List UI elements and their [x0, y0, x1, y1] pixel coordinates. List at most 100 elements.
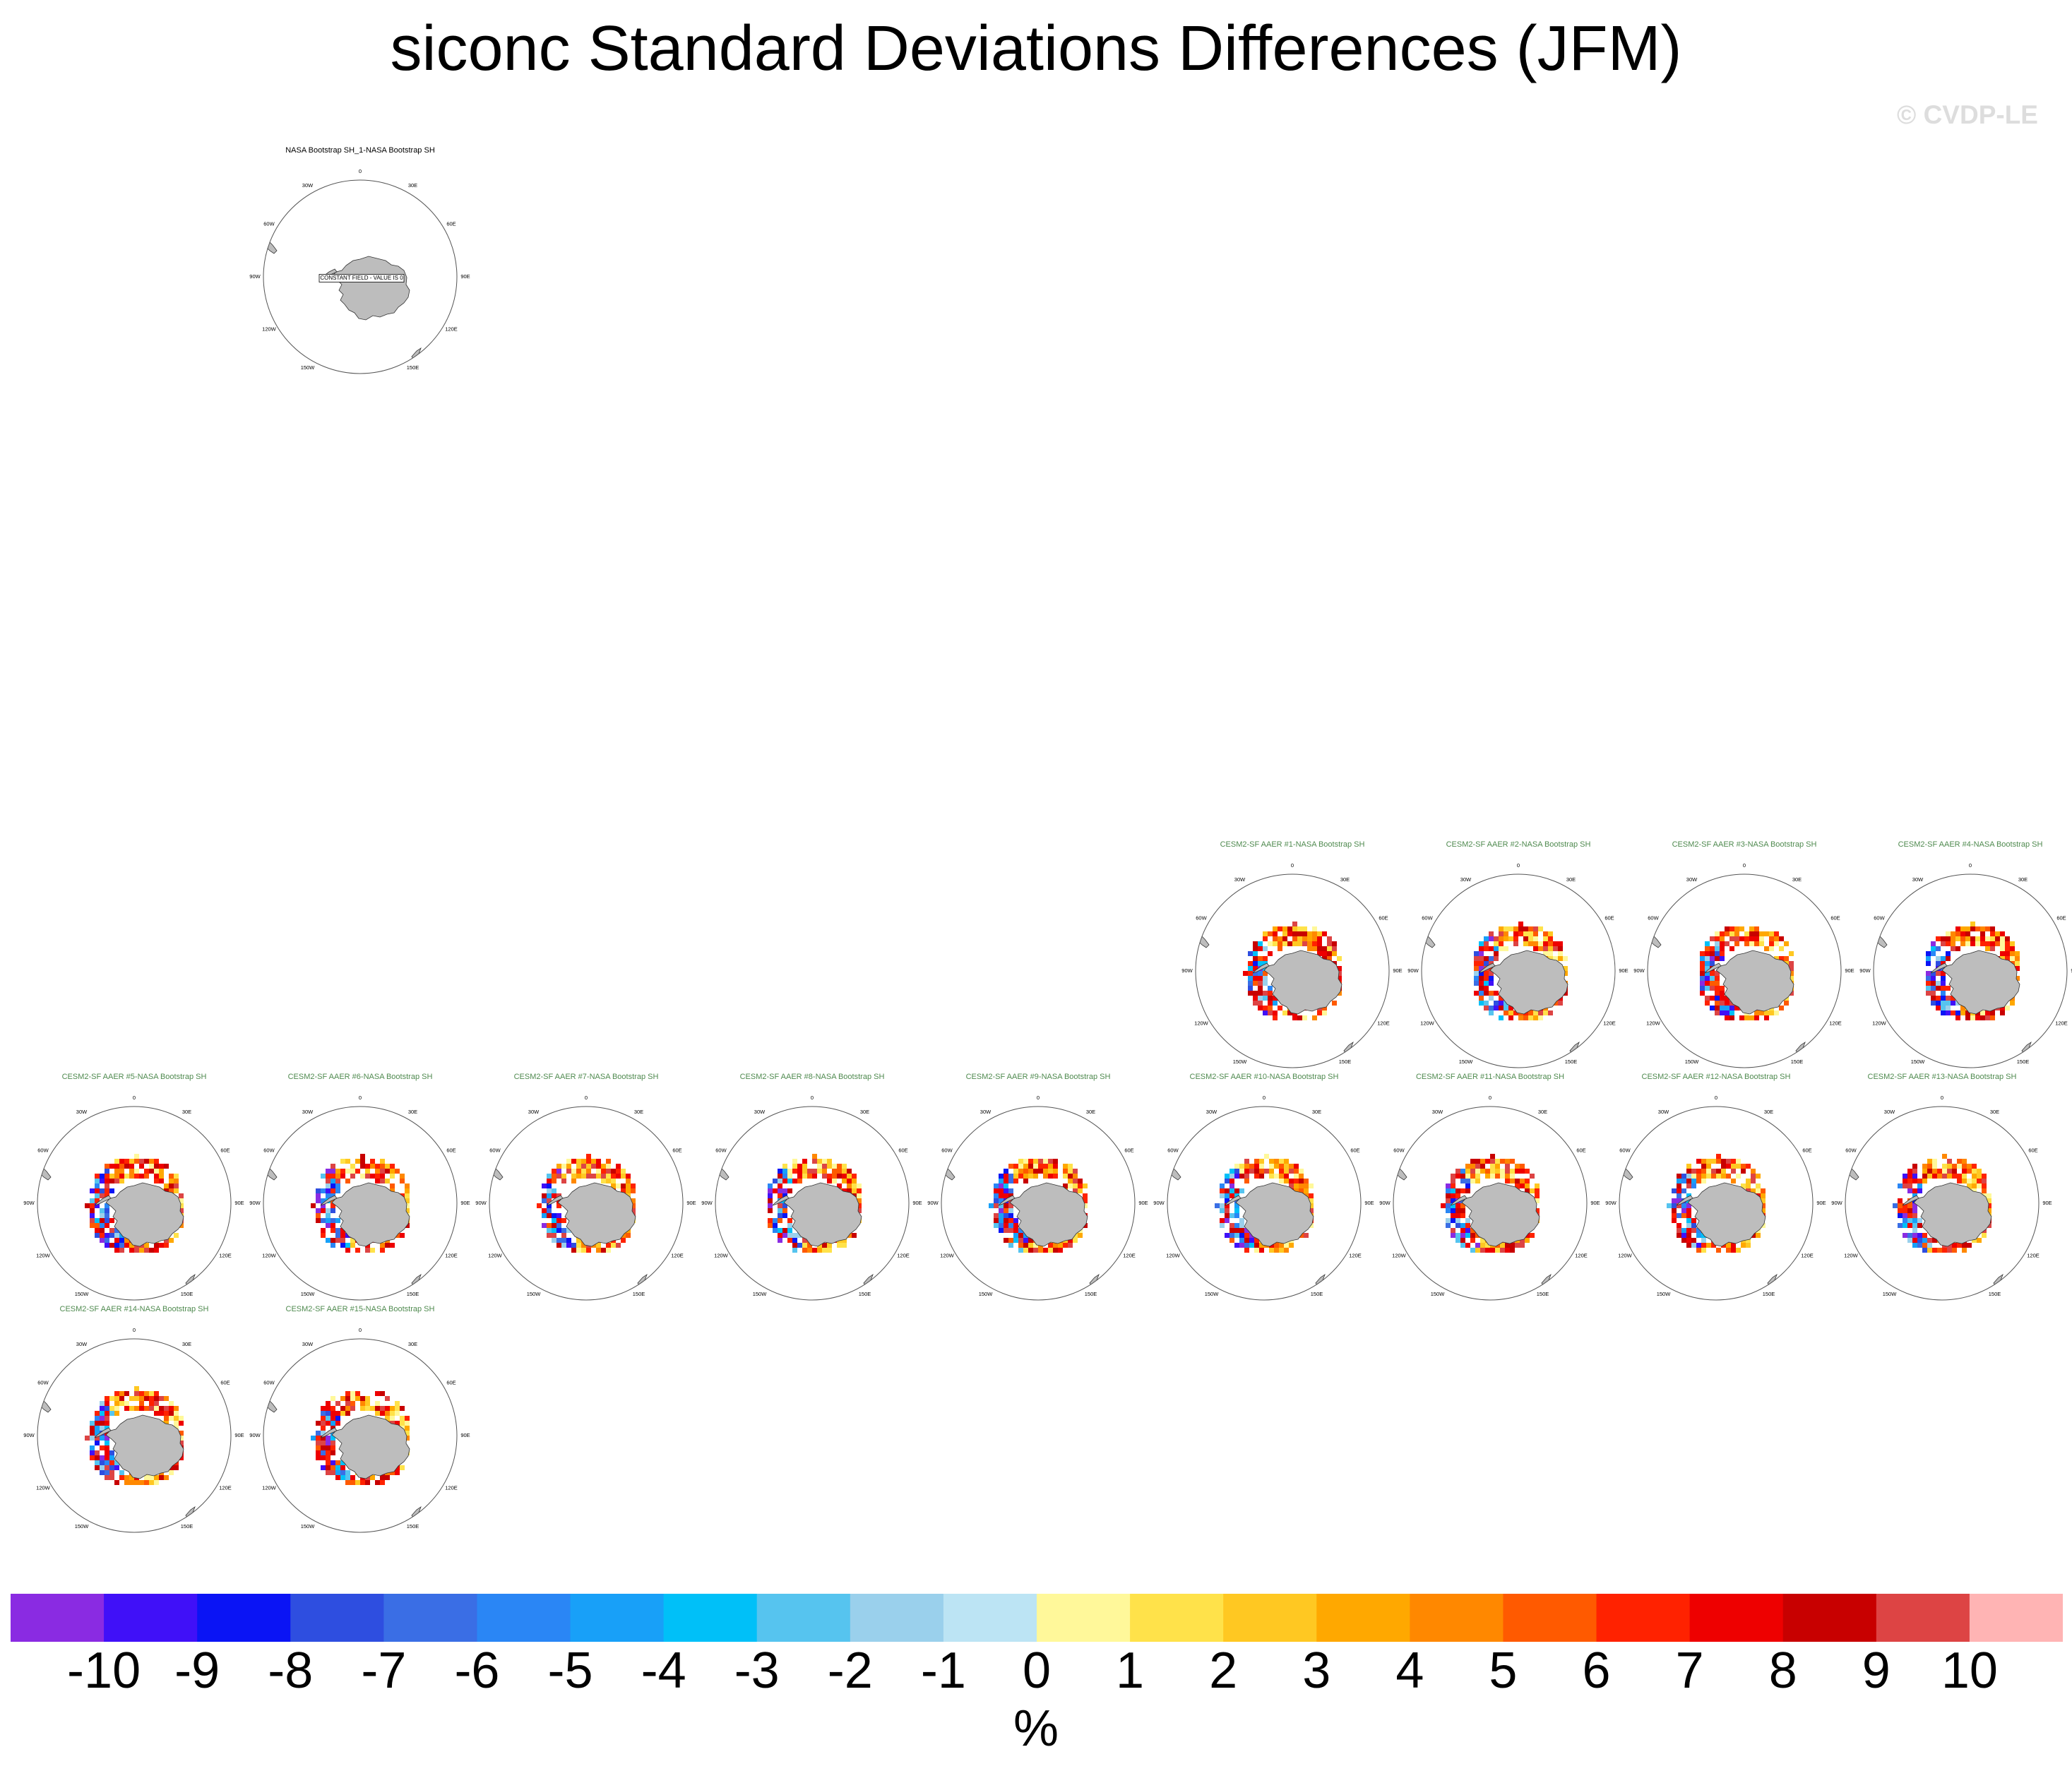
anomaly-cell: [326, 1238, 331, 1243]
longitude-label: 90E: [234, 1432, 244, 1438]
anomaly-cell: [331, 1460, 335, 1465]
anomaly-cell: [95, 1411, 100, 1416]
anomaly-cell: [1264, 1154, 1269, 1159]
anomaly-cell: [1505, 1243, 1510, 1248]
anomaly-cell: [1451, 1193, 1455, 1198]
anomaly-cell: [571, 1169, 576, 1174]
anomaly-cell: [1474, 976, 1479, 981]
anomaly-cell: [1460, 1179, 1465, 1183]
longitude-label: 120E: [219, 1485, 232, 1491]
anomaly-cell: [90, 1203, 95, 1208]
anomaly-cell: [601, 1169, 606, 1174]
anomaly-cell: [174, 1179, 179, 1183]
anomaly-cell: [119, 1470, 124, 1475]
longitude-label: 90E: [1816, 1200, 1826, 1206]
anomaly-cell: [1254, 1174, 1259, 1179]
anomaly-cell: [316, 1198, 321, 1203]
map-border: [1619, 1106, 1814, 1301]
anomaly-cell: [1504, 1006, 1508, 1010]
anomaly-cell: [1317, 1010, 1322, 1015]
anomaly-cell: [1337, 976, 1342, 981]
longitude-label: 0: [133, 1095, 136, 1101]
longitude-label: 150W: [1911, 1059, 1926, 1065]
anomaly-cell: [1480, 1164, 1485, 1169]
panel-title: NASA Bootstrap SH_1-NASA Bootstrap SH: [285, 146, 435, 155]
anomaly-cell: [1510, 1174, 1515, 1179]
anomaly-cell: [1965, 926, 1970, 931]
anomaly-cell: [1926, 956, 1931, 961]
anomaly-cell: [1322, 951, 1327, 956]
anomaly-cell: [114, 1169, 119, 1174]
anomaly-cell: [787, 1218, 792, 1223]
anomaly-cell: [1068, 1164, 1073, 1169]
anomaly-cell: [1489, 971, 1494, 976]
anomaly-cell: [822, 1174, 827, 1179]
landmass: [1814, 1281, 1821, 1290]
anomaly-cell: [1489, 966, 1494, 971]
anomaly-cell: [1229, 1183, 1234, 1188]
anomaly-cell: [1249, 1164, 1254, 1169]
anomaly-cell: [556, 1203, 561, 1208]
anomaly-cell: [1907, 1179, 1912, 1183]
anomaly-cell: [1941, 1006, 1946, 1010]
anomaly-cell: [1731, 1164, 1736, 1169]
anomaly-cell: [1700, 951, 1705, 956]
anomaly-cell: [1465, 1218, 1470, 1223]
anomaly-cell: [1898, 1213, 1903, 1218]
longitude-label: 120W: [36, 1253, 51, 1259]
anomaly-cell: [1287, 926, 1292, 931]
anomaly-cell: [1253, 951, 1258, 956]
anomaly-cell: [1480, 1238, 1485, 1243]
longitude-label: 0: [1291, 862, 1294, 869]
anomaly-cell: [129, 1164, 134, 1169]
longitude-label: 90E: [686, 1200, 696, 1206]
anomaly-cell: [1686, 1183, 1691, 1188]
anomaly-cell: [1922, 1233, 1927, 1238]
anomaly-cell: [331, 1243, 335, 1248]
anomaly-cell: [1691, 1169, 1696, 1174]
anomaly-cell: [1731, 1169, 1736, 1174]
anomaly-cell: [1229, 1193, 1234, 1198]
anomaly-cell: [1520, 1179, 1525, 1183]
anomaly-cell: [1225, 1188, 1229, 1193]
anomaly-cell: [390, 1169, 395, 1174]
anomaly-cell: [316, 1213, 321, 1218]
anomaly-cell: [1484, 956, 1489, 961]
longitude-label: 90W: [23, 1200, 35, 1206]
anomaly-cell: [1004, 1203, 1008, 1208]
anomaly-cell: [395, 1470, 400, 1475]
anomaly-cell: [1543, 1010, 1548, 1015]
anomaly-cell: [1455, 1238, 1460, 1243]
longitude-label: 60W: [37, 1147, 49, 1154]
anomaly-cell: [1946, 941, 1951, 946]
anomaly-cell: [149, 1396, 154, 1401]
anomaly-cell: [385, 1411, 390, 1416]
anomaly-cell: [556, 1164, 561, 1169]
anomaly-cell: [1460, 1208, 1465, 1213]
map-border: [263, 1338, 458, 1533]
anomaly-cell: [822, 1248, 827, 1253]
anomaly-cell: [1700, 956, 1705, 961]
anomaly-cell: [164, 1188, 169, 1193]
anomaly-cell: [1729, 946, 1734, 951]
anomaly-cell: [994, 1218, 999, 1223]
anomaly-cell: [1520, 1243, 1525, 1248]
antarctica-landmass: [1461, 1182, 1540, 1247]
anomaly-cell: [350, 1475, 355, 1480]
anomaly-cell: [345, 1248, 350, 1253]
anomaly-cell: [552, 1228, 556, 1233]
anomaly-cell: [1234, 1223, 1239, 1228]
anomaly-cell: [1548, 931, 1553, 936]
anomaly-cell: [385, 1396, 390, 1401]
anomaly-cell: [1023, 1238, 1028, 1243]
anomaly-cell: [109, 1465, 114, 1470]
anomaly-cell: [1759, 1010, 1764, 1015]
anomaly-cell: [105, 1421, 109, 1426]
anomaly-cell: [1538, 1010, 1543, 1015]
anomaly-cell: [90, 1455, 95, 1460]
anomaly-cell: [335, 1470, 340, 1475]
anomaly-cell: [154, 1406, 159, 1411]
anomaly-cell: [355, 1396, 360, 1401]
anomaly-cell: [1903, 1213, 1907, 1218]
anomaly-cell: [105, 1441, 109, 1445]
